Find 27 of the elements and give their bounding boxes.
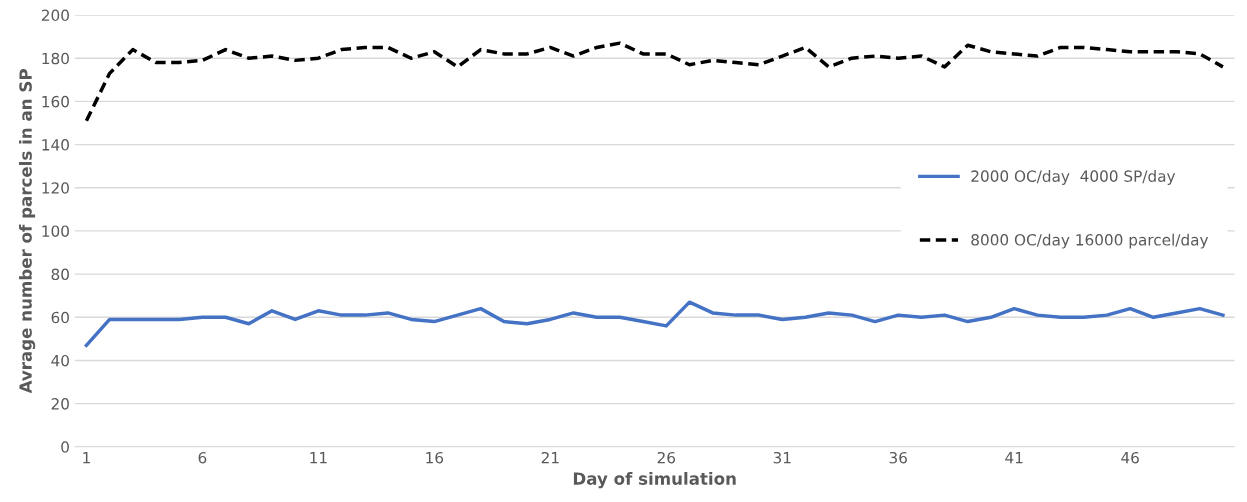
y-tick-label: 60 (51, 311, 69, 324)
line-series (84, 41, 1225, 123)
x-tick-label: 41 (1005, 452, 1023, 464)
legend-label: 8000 OC/day 16000 parcel/day (971, 233, 1209, 249)
y-tick-label: 40 (51, 354, 69, 367)
x-tick-label: 31 (773, 451, 791, 464)
x-axis-title: Day of simulation (573, 471, 736, 489)
y-tick-label: 120 (42, 182, 69, 194)
x-tick-label: 1 (83, 452, 90, 464)
x-tick-label: 46 (1121, 451, 1139, 464)
y-tick-label: 140 (42, 139, 69, 151)
y-tick-label: 180 (42, 52, 69, 65)
y-tick-label: 200 (41, 9, 69, 22)
y-tick-label: 0 (61, 441, 69, 453)
x-tick-label: 16 (426, 451, 444, 464)
legend-label: 2000 OC/day 4000 SP/day (971, 170, 1176, 185)
y-tick-label: 20 (51, 398, 69, 410)
y-tick-label: 80 (51, 268, 69, 281)
y-tick-label: 100 (42, 225, 69, 237)
y-tick-label: 160 (42, 95, 69, 108)
x-tick-label: 21 (541, 451, 559, 464)
line-series (84, 300, 1225, 348)
x-tick-label: 11 (310, 452, 327, 464)
y-axis-title: Avrage number of parcels in an SP (18, 69, 36, 394)
x-tick-label: 26 (657, 451, 676, 464)
x-tick-label: 36 (889, 451, 907, 464)
x-tick-label: 6 (198, 451, 207, 464)
